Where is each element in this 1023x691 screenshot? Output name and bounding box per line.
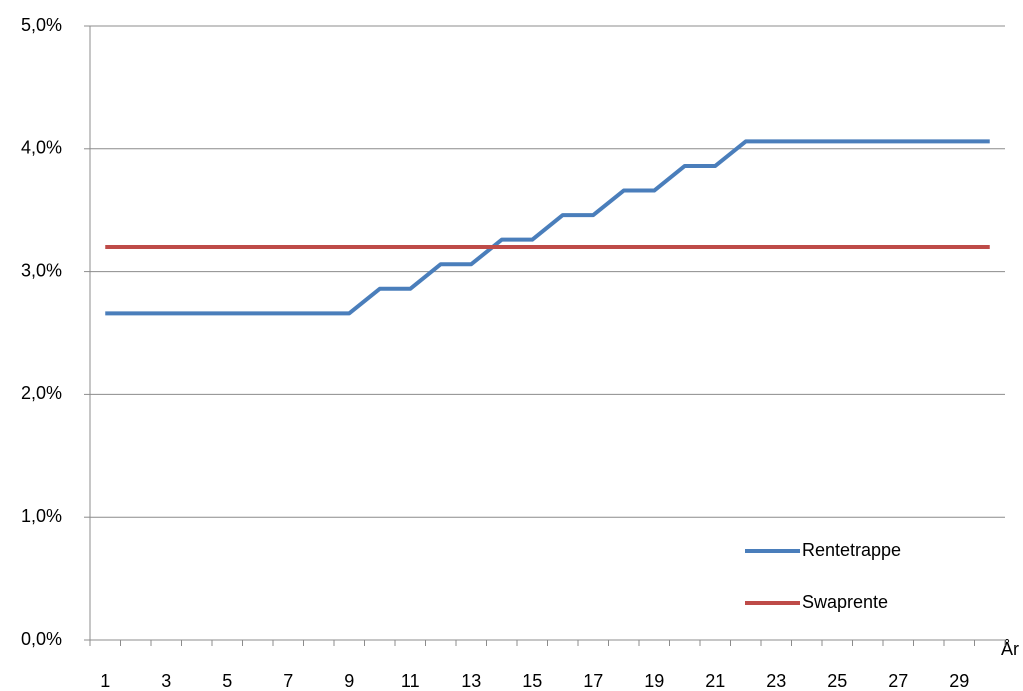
x-tick-label: 21: [705, 671, 725, 691]
y-tick-label: 5,0%: [21, 15, 62, 35]
x-tick-label: 7: [283, 671, 293, 691]
x-tick-label: 5: [222, 671, 232, 691]
x-tick-label: 15: [522, 671, 542, 691]
series-line: [105, 139, 990, 316]
y-tick-label: 4,0%: [21, 138, 62, 158]
x-tick-label: 13: [461, 671, 481, 691]
x-tick-label: 1: [100, 671, 110, 691]
x-tick-label: 9: [344, 671, 354, 691]
x-tick-label: 19: [644, 671, 664, 691]
y-tick-label: 0,0%: [21, 629, 62, 649]
x-tick-label: 17: [583, 671, 603, 691]
x-tick-label: 23: [766, 671, 786, 691]
x-tick-label: 25: [827, 671, 847, 691]
x-axis-label: År: [1001, 639, 1019, 659]
y-tick-label: 2,0%: [21, 383, 62, 403]
x-tick-label: 29: [949, 671, 969, 691]
x-tick-label: 27: [888, 671, 908, 691]
y-tick-label: 1,0%: [21, 506, 62, 526]
x-tick-label: 11: [401, 671, 420, 691]
y-tick-label: 3,0%: [21, 260, 62, 280]
legend-label: Swaprente: [802, 592, 888, 612]
legend-label: Rentetrappe: [802, 540, 901, 560]
x-tick-label: 3: [161, 671, 171, 691]
